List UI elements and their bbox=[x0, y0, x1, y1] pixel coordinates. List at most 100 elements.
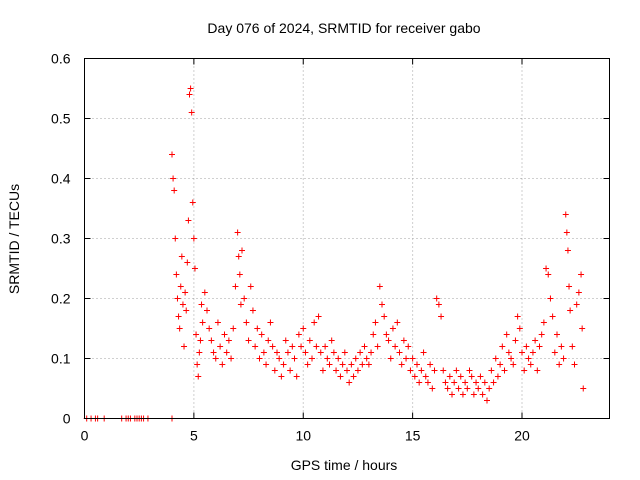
data-point bbox=[186, 91, 193, 98]
tick-labels: 0 5 10 15 20 0 0.1 0.2 0.3 0.4 0.5 0.6 bbox=[51, 51, 530, 444]
data-point bbox=[267, 319, 274, 326]
data-point bbox=[190, 235, 197, 242]
data-point bbox=[204, 307, 210, 314]
data-point bbox=[217, 343, 224, 350]
data-point bbox=[247, 283, 254, 290]
data-point bbox=[440, 367, 447, 374]
data-point bbox=[389, 325, 396, 332]
data-point bbox=[344, 367, 350, 374]
data-point bbox=[223, 349, 230, 356]
data-point bbox=[212, 355, 219, 362]
data-point bbox=[409, 355, 416, 362]
data-point bbox=[306, 337, 313, 344]
data-point bbox=[424, 379, 431, 386]
y-tick-label: 0 bbox=[63, 411, 71, 427]
data-point bbox=[352, 355, 359, 362]
data-point bbox=[184, 259, 191, 266]
data-point bbox=[335, 355, 342, 362]
data-point bbox=[177, 283, 184, 290]
data-point bbox=[357, 349, 364, 356]
data-point bbox=[566, 283, 573, 290]
data-point bbox=[429, 385, 436, 392]
data-point bbox=[497, 361, 504, 368]
data-point bbox=[505, 349, 512, 356]
chart-title: Day 076 of 2024, SRMTID for receiver gab… bbox=[207, 20, 480, 36]
data-point bbox=[236, 271, 243, 278]
data-point bbox=[486, 385, 493, 392]
data-point bbox=[363, 355, 370, 362]
data-point bbox=[194, 361, 201, 368]
data-point bbox=[198, 301, 205, 308]
data-point bbox=[348, 361, 355, 368]
data-point bbox=[249, 307, 256, 314]
data-point bbox=[475, 385, 482, 392]
data-point bbox=[453, 367, 460, 374]
data-point bbox=[258, 331, 265, 338]
data-point bbox=[492, 355, 499, 362]
data-point bbox=[330, 349, 337, 356]
data-point bbox=[199, 319, 206, 326]
data-point bbox=[418, 367, 425, 374]
data-point bbox=[499, 343, 506, 350]
data-point bbox=[346, 379, 353, 386]
data-point bbox=[260, 349, 267, 356]
data-point bbox=[232, 283, 239, 290]
data-point bbox=[575, 289, 582, 296]
data-point bbox=[361, 343, 368, 350]
data-point bbox=[333, 367, 340, 374]
data-point bbox=[271, 367, 278, 374]
data-point bbox=[494, 373, 501, 380]
data-point bbox=[554, 331, 560, 338]
data-point bbox=[189, 199, 196, 206]
data-point bbox=[534, 367, 541, 374]
y-tick-label: 0.4 bbox=[51, 171, 71, 187]
data-point bbox=[173, 271, 180, 278]
data-point bbox=[556, 361, 563, 368]
data-point bbox=[235, 253, 242, 260]
data-point bbox=[529, 349, 536, 356]
data-point bbox=[304, 361, 311, 368]
data-point bbox=[422, 373, 429, 380]
data-point bbox=[269, 343, 276, 350]
data-point bbox=[392, 343, 399, 350]
data-point bbox=[298, 343, 305, 350]
data-point bbox=[188, 109, 195, 116]
data-point bbox=[237, 301, 244, 308]
data-point bbox=[427, 361, 434, 368]
data-point bbox=[457, 373, 464, 380]
data-point bbox=[563, 229, 570, 236]
data-point bbox=[174, 295, 181, 302]
data-point bbox=[315, 313, 322, 320]
data-point bbox=[178, 253, 185, 260]
data-point bbox=[370, 331, 377, 338]
data-point bbox=[282, 337, 289, 344]
data-point bbox=[579, 325, 586, 332]
data-point bbox=[326, 361, 333, 368]
data-point bbox=[501, 367, 508, 374]
data-point bbox=[466, 367, 473, 374]
data-point bbox=[265, 337, 272, 344]
data-point bbox=[459, 391, 466, 398]
data-point bbox=[573, 301, 580, 308]
data-point bbox=[527, 361, 534, 368]
data-point bbox=[339, 361, 346, 368]
data-point bbox=[394, 319, 401, 326]
data-point bbox=[228, 355, 235, 362]
data-point bbox=[383, 331, 390, 338]
data-point bbox=[516, 325, 523, 332]
data-point bbox=[179, 301, 186, 308]
data-point bbox=[442, 379, 449, 386]
data-point bbox=[477, 373, 484, 380]
data-point bbox=[580, 385, 587, 392]
data-point bbox=[567, 307, 574, 314]
data-point bbox=[196, 349, 203, 356]
data-point bbox=[280, 361, 287, 368]
data-point bbox=[182, 289, 189, 296]
data-point bbox=[479, 391, 486, 398]
data-point bbox=[558, 343, 565, 350]
data-point bbox=[578, 271, 585, 278]
data-point bbox=[510, 361, 517, 368]
data-point bbox=[276, 355, 283, 362]
data-point bbox=[540, 319, 547, 326]
data-point bbox=[484, 397, 490, 404]
